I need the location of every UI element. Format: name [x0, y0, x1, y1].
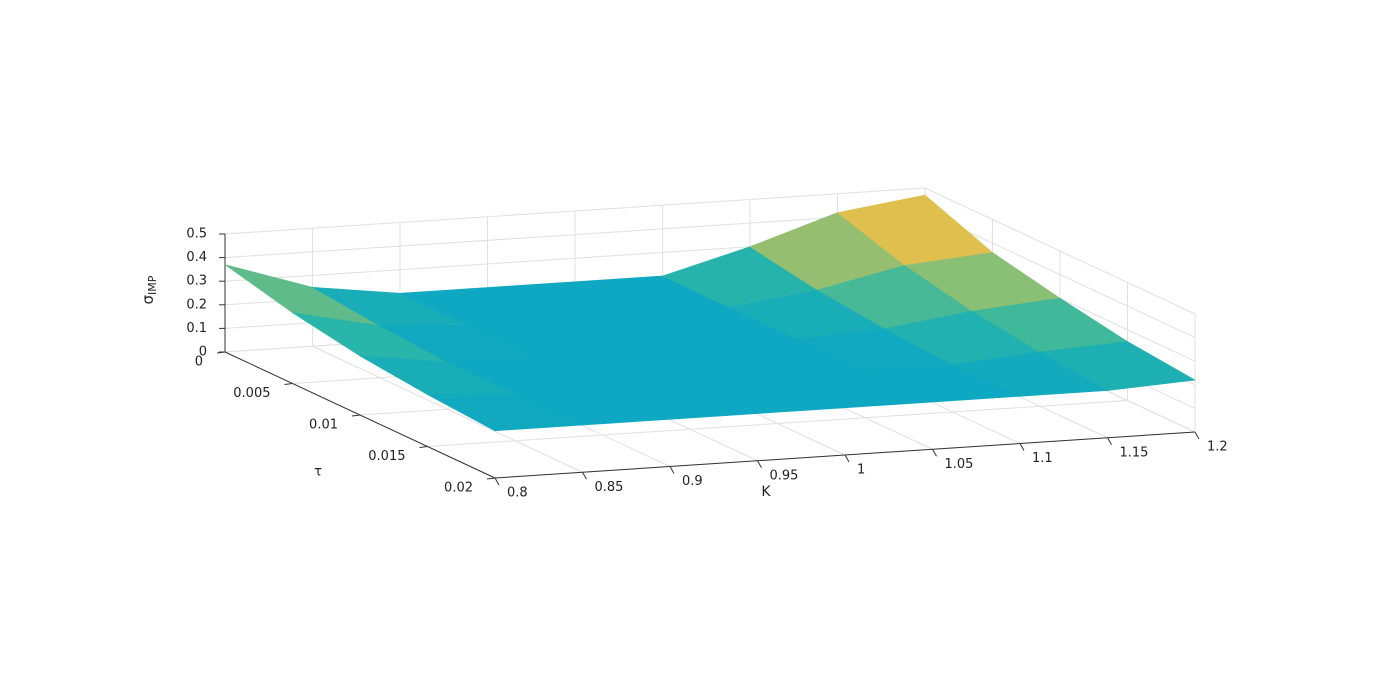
y-tick-label: 0.01: [309, 418, 338, 433]
tick-mark: [1107, 437, 1112, 445]
x-tick-label: 1: [857, 463, 865, 478]
grid-line: [427, 400, 1128, 447]
tick-mark: [419, 446, 428, 448]
grid-line: [224, 187, 926, 235]
z-tick-label: 0.3: [186, 274, 207, 289]
x-tick-label: 1.1: [1032, 451, 1053, 466]
x-tick-label: 0.9: [682, 474, 703, 489]
tick-mark: [582, 472, 587, 480]
z-tick-label: 0.5: [186, 227, 207, 242]
z-label-symbol: σ: [139, 294, 157, 304]
x-axis-label: K: [761, 484, 771, 500]
grid-line: [924, 187, 1196, 315]
y-axis-label: τ: [314, 465, 322, 480]
tick-mark: [494, 477, 500, 486]
tick-mark: [351, 414, 361, 417]
tick-mark: [1194, 431, 1200, 440]
grid-line: [924, 211, 1196, 339]
tick-mark: [757, 460, 762, 468]
z-tick-label: 0.2: [186, 297, 207, 312]
y-tick-label: 0.005: [233, 386, 270, 401]
tick-mark: [216, 351, 226, 354]
grid-line: [224, 211, 926, 259]
y-tick-label: 0.02: [444, 481, 473, 496]
tick-mark: [932, 449, 937, 457]
tick-mark: [486, 477, 496, 480]
y-tick-label: 0.015: [368, 449, 405, 464]
x-tick-label: 1.15: [1120, 445, 1149, 460]
x-tick-label: 1.05: [945, 457, 974, 472]
x-tick-label: 0.8: [507, 486, 528, 501]
tick-mark: [844, 454, 850, 463]
x-tick-label: 0.95: [770, 468, 799, 483]
tick-mark: [1019, 443, 1025, 451]
z-label-subscript: IMP: [146, 275, 159, 295]
x-tick-label: 0.85: [595, 480, 624, 495]
tick-mark: [669, 466, 675, 474]
surface-patch: [1039, 341, 1196, 391]
tick-mark: [284, 383, 293, 385]
y-tick-label: 0: [195, 355, 203, 370]
z-tick-label: 0.4: [186, 250, 207, 265]
z-axis-label: σIMP: [139, 275, 160, 304]
x-tick-label: 1.2: [1207, 440, 1228, 455]
z-tick-label: 0.1: [186, 321, 207, 336]
z-tick-label: 0: [199, 345, 207, 360]
